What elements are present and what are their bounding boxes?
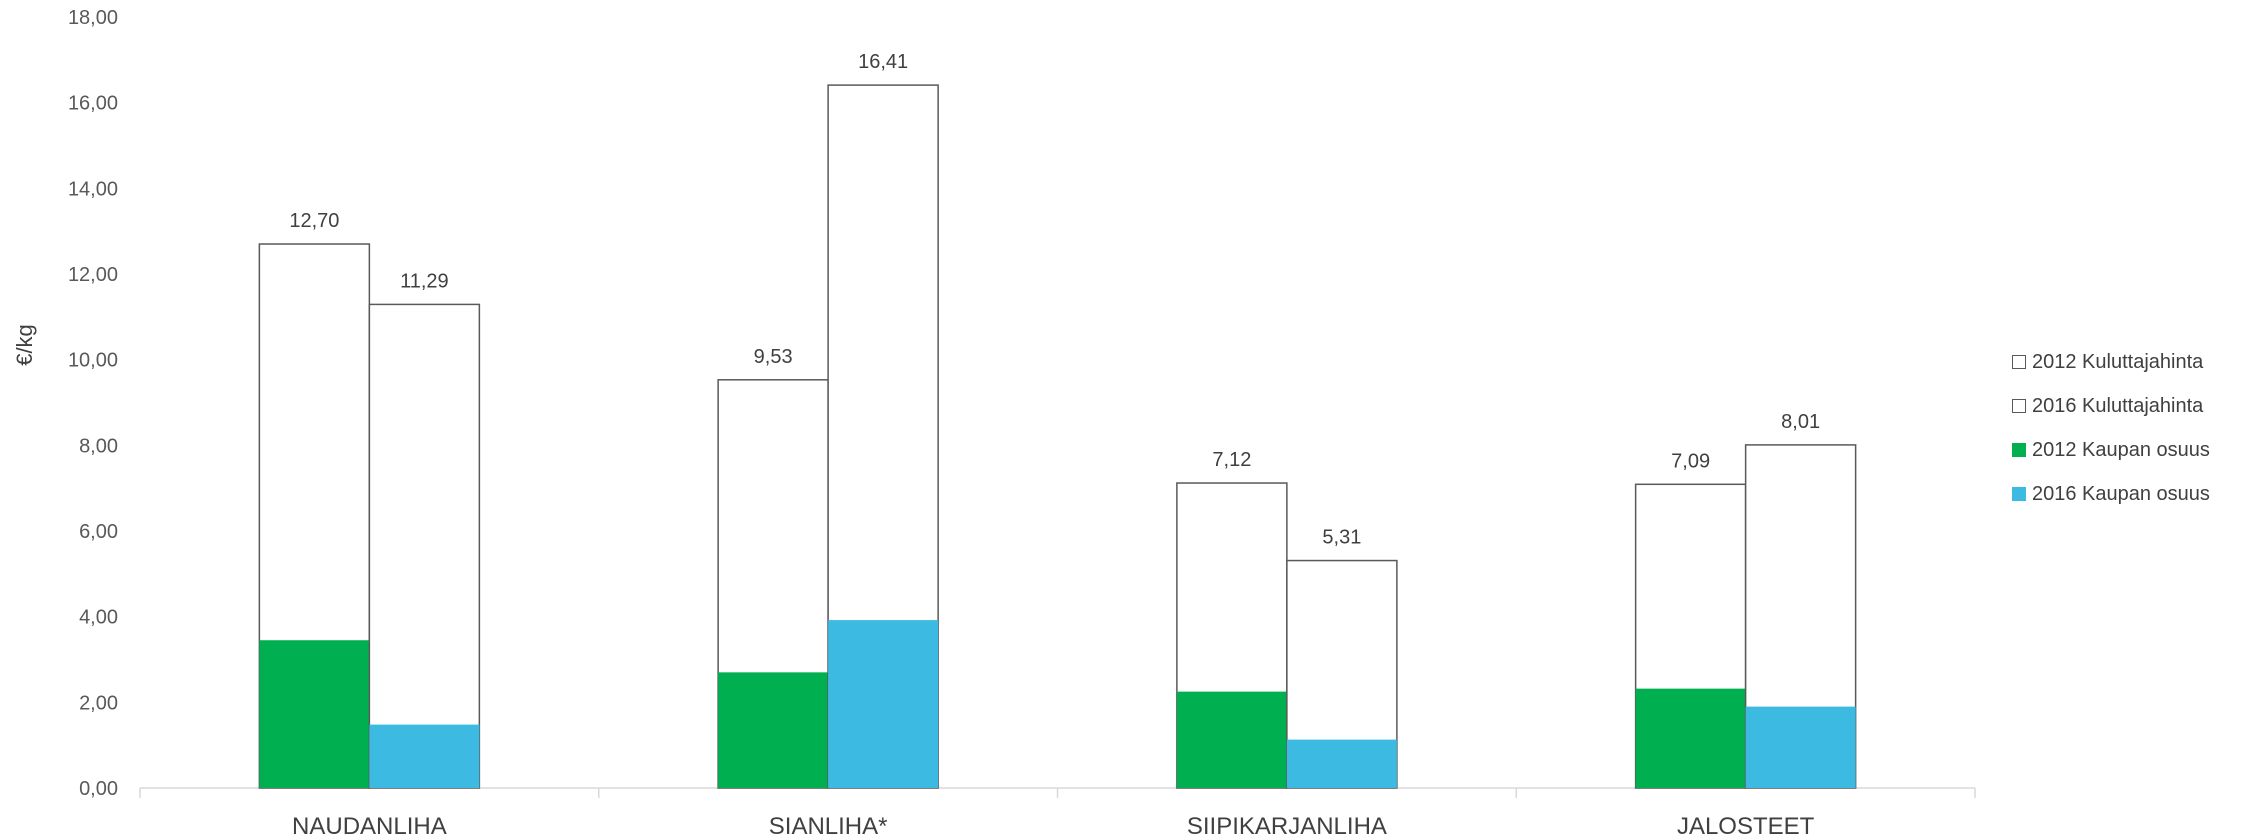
bar-retail-share-2012 — [718, 672, 829, 788]
bar-retail-share-2016 — [1286, 739, 1397, 788]
legend-label: 2016 Kuluttajahinta — [2032, 394, 2204, 417]
legend-swatch — [2012, 443, 2026, 457]
y-tick-label: 16,00 — [68, 93, 118, 115]
y-tick-label: 8,00 — [79, 435, 118, 457]
y-tick-label: 18,00 — [68, 7, 118, 29]
legend-item-2012-consumer-price: 2012 Kuluttajahinta — [2012, 340, 2210, 384]
x-category-label: NAUDANLIHA — [292, 813, 447, 837]
data-label: 9,53 — [754, 346, 793, 368]
label-layer: 12,70 11,29 NAUDANLIHA 9,53 16,41 SIANLIHA* 7,… — [289, 51, 1820, 837]
legend-item-2016-retail-share: 2016 Kaupan osuus — [2012, 472, 2210, 516]
legend-label: 2012 Kuluttajahinta — [2032, 350, 2204, 373]
bar-retail-share-2012 — [1635, 688, 1746, 788]
data-label: 8,01 — [1781, 411, 1820, 433]
data-label: 7,09 — [1671, 450, 1710, 472]
bar-retail-share-2016 — [1745, 706, 1856, 788]
bar-retail-share-2012 — [259, 640, 370, 788]
data-label: 16,41 — [858, 51, 908, 73]
bar-retail-share-2016 — [369, 724, 480, 788]
legend: 2012 Kuluttajahinta 2016 Kuluttajahinta … — [2012, 340, 2210, 516]
x-category-label: JALOSTEET — [1677, 813, 1815, 837]
data-label: 7,12 — [1212, 449, 1251, 471]
bar-retail-share-2016 — [828, 620, 939, 788]
legend-swatch — [2012, 399, 2026, 413]
y-tick-label: 12,00 — [68, 264, 118, 286]
y-tick-label: 6,00 — [79, 521, 118, 543]
y-tick-label: 2,00 — [79, 692, 118, 714]
legend-item-2012-retail-share: 2012 Kaupan osuus — [2012, 428, 2210, 472]
legend-swatch — [2012, 355, 2026, 369]
y-tick-label: 14,00 — [68, 178, 118, 200]
legend-label: 2016 Kaupan osuus — [2032, 482, 2210, 505]
y-tick-label: 0,00 — [79, 778, 118, 800]
legend-swatch — [2012, 487, 2026, 501]
data-label: 5,31 — [1322, 527, 1361, 549]
data-label: 11,29 — [400, 270, 449, 292]
y-tick-label: 10,00 — [68, 350, 118, 372]
y-tick-label: 4,00 — [79, 607, 118, 629]
bar-retail-share-2012 — [1176, 691, 1287, 788]
legend-label: 2012 Kaupan osuus — [2032, 438, 2210, 461]
x-category-label: SIIPIKARJANLIHA — [1187, 813, 1387, 837]
y-axis-title: €/kg — [12, 324, 37, 366]
data-label: 12,70 — [289, 210, 339, 232]
x-category-label: SIANLIHA* — [769, 813, 888, 837]
legend-item-2016-consumer-price: 2016 Kuluttajahinta — [2012, 384, 2210, 428]
bar-layer — [258, 84, 1857, 789]
bar-consumer-price-2016 — [368, 303, 481, 789]
